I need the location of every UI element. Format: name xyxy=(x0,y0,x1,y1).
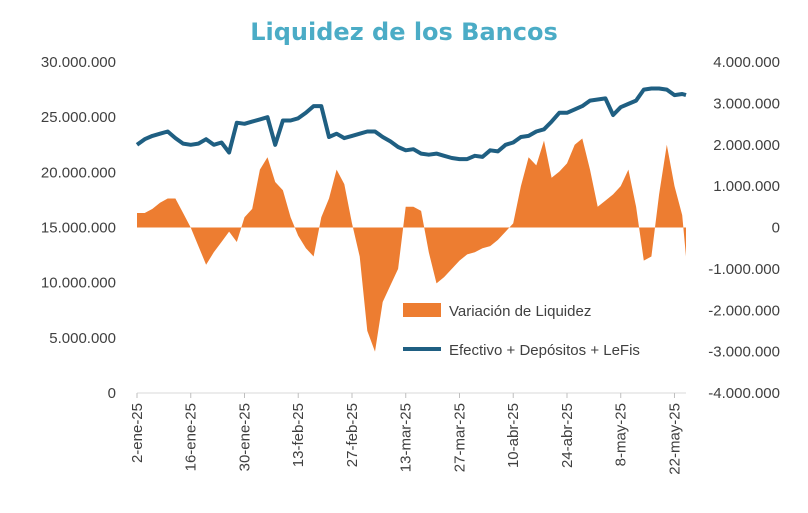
y-left-tick-label: 0 xyxy=(108,385,116,402)
area-series-layer xyxy=(137,138,686,352)
x-tick-label: 13-feb-25 xyxy=(290,403,307,467)
x-tick-label: 16-ene-25 xyxy=(183,403,200,471)
x-tick-label: 24-abr-25 xyxy=(559,403,576,468)
y-left-tick-label: 25.000.000 xyxy=(41,109,116,126)
y-right-tick-label: -4.000.000 xyxy=(708,385,780,402)
axes-layer: 0 5.000.000 10.000.000 15.000.000 20.000.000… xyxy=(41,54,780,475)
y-left-tick-label: 10.000.000 xyxy=(41,275,116,292)
area-variacion-liquidez xyxy=(137,138,686,352)
y-right-tick-label: 2.000.000 xyxy=(713,137,780,154)
x-tick-label: 8-may-25 xyxy=(613,403,630,466)
legend-swatch-area xyxy=(403,303,441,317)
y-right-tick-label: -2.000.000 xyxy=(708,302,780,319)
line-series-layer xyxy=(135,86,687,162)
y-right-tick-label: 3.000.000 xyxy=(713,95,780,112)
x-tick-label: 2-ene-25 xyxy=(129,403,146,463)
x-tick-label: 13-mar-25 xyxy=(398,403,415,472)
y-right-tick-label: -3.000.000 xyxy=(708,344,780,361)
x-tick-label: 22-may-25 xyxy=(666,403,683,475)
y-right-tick-label: -1.000.000 xyxy=(708,261,780,278)
legend-label-line: Efectivo + Depósitos + LeFis xyxy=(449,342,640,359)
legend-label-area: Variación de Liquidez xyxy=(449,303,591,320)
line-efectivo-depositos-lefis xyxy=(135,86,687,162)
y-left-tick-label: 20.000.000 xyxy=(41,164,116,181)
y-left-tick-label: 5.000.000 xyxy=(49,330,116,347)
y-left-tick-label: 30.000.000 xyxy=(41,54,116,71)
y-right-tick-label: 1.000.000 xyxy=(713,178,780,195)
y-left-tick-label: 15.000.000 xyxy=(41,220,116,237)
y-right-tick-label: 4.000.000 xyxy=(713,54,780,71)
x-tick-label: 10-abr-25 xyxy=(505,403,522,468)
x-tick-label: 27-feb-25 xyxy=(344,403,361,467)
x-tick-label: 27-mar-25 xyxy=(451,403,468,472)
x-tick-label: 30-ene-25 xyxy=(236,403,253,471)
legend: Variación de Liquidez Efectivo + Depósito… xyxy=(403,303,640,359)
y-right-tick-label: 0 xyxy=(772,220,780,237)
chart-title: Liquidez de los Bancos xyxy=(250,18,558,46)
